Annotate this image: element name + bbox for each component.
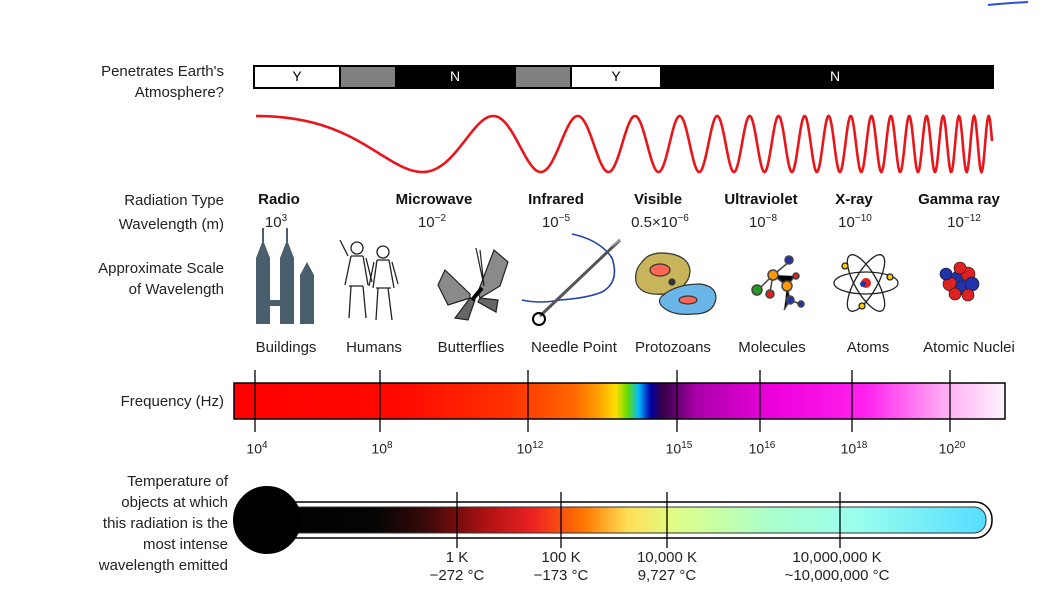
frequency-bar [233, 382, 1006, 420]
atm-label-5: Y [611, 68, 621, 84]
atm-segment-2 [339, 65, 397, 89]
temperature-ticks [456, 492, 841, 548]
temp-tick-3: 10,000 K 9,727 °C [636, 549, 698, 584]
temperature-label: Temperature of objects at which this rad… [98, 473, 228, 574]
radiation-type-microwave: Microwave [395, 191, 473, 208]
atmosphere-bar [253, 65, 994, 89]
protozoan-icon [635, 252, 717, 315]
wavelength-visible: 0.5×10−6 [631, 213, 689, 231]
scale-label: Approximate Scale of Wavelength [98, 260, 224, 298]
atm-label-6: N [829, 68, 841, 84]
radiation-type-radio: Radio [258, 191, 300, 208]
freq-tick-1: 104 [246, 440, 268, 457]
scale-needle-point: Needle Point [531, 339, 617, 356]
radiation-type-visible: Visible [633, 191, 683, 208]
humans-icon [339, 239, 399, 321]
scale-butterflies: Butterflies [437, 339, 505, 356]
scale-humans: Humans [346, 339, 402, 356]
atm-segment-6 [660, 65, 994, 89]
wavelength-ultraviolet: 10−8 [748, 213, 778, 231]
wave-line [256, 113, 994, 175]
thermometer [233, 486, 993, 554]
freq-tick-6: 1018 [840, 440, 868, 457]
scale-atoms: Atoms [846, 339, 890, 356]
radiation-type-gamma: Gamma ray [918, 191, 1000, 208]
wavelength-label: Wavelength (m) [118, 216, 224, 233]
wavelength-radio: 103 [264, 213, 288, 231]
wavelength-infrared: 10−5 [541, 213, 571, 231]
radiation-type-ultraviolet: Ultraviolet [724, 191, 798, 208]
radiation-type-infrared: Infrared [528, 191, 584, 208]
freq-tick-2: 108 [371, 440, 393, 457]
atm-segment-4 [514, 65, 572, 89]
pen-stroke-mark [987, 1, 1029, 6]
atom-icon [833, 254, 899, 312]
atm-label-1: Y [292, 68, 302, 84]
temp-tick-1: 1 K −272 °C [429, 549, 485, 584]
butterfly-icon [437, 247, 509, 321]
freq-tick-3: 1012 [516, 440, 544, 457]
freq-tick-4: 1015 [665, 440, 693, 457]
freq-tick-7: 1020 [938, 440, 966, 457]
nucleus-icon [939, 261, 980, 302]
scale-protozoans: Protozoans [635, 339, 711, 356]
buildings-icon [256, 228, 314, 324]
needle-icon [521, 233, 622, 326]
wavelength-gamma: 10−12 [947, 213, 981, 231]
scale-molecules: Molecules [738, 339, 806, 356]
radiation-type-label: Radiation Type [124, 192, 224, 209]
atm-label-3: N [449, 68, 461, 84]
atmosphere-label: Penetrates Earth's Atmosphere? [101, 63, 224, 101]
wavelength-microwave: 10−2 [417, 213, 447, 231]
freq-tick-5: 1016 [748, 440, 776, 457]
scale-atomic-nuclei: Atomic Nuclei [923, 339, 1015, 356]
frequency-label: Frequency (Hz) [120, 393, 224, 410]
temp-tick-2: 100 K −173 °C [533, 549, 589, 584]
temp-tick-4: 10,000,000 K ~10,000,000 °C [784, 549, 890, 584]
radiation-type-xray: X-ray [835, 191, 873, 208]
molecule-icon [751, 255, 805, 311]
wavelength-xray: 10−10 [838, 213, 872, 231]
scale-buildings: Buildings [255, 339, 317, 356]
frequency-ticks [254, 370, 951, 432]
